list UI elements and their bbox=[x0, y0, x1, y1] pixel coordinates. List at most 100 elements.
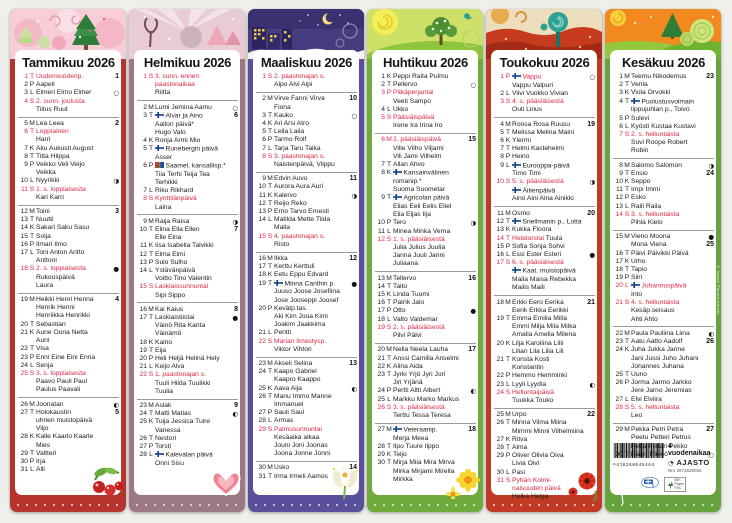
weekday-letter: K bbox=[624, 177, 630, 185]
name-line: Aallon päivä* bbox=[155, 120, 195, 128]
weekday-letter: M bbox=[505, 411, 511, 419]
month-card-helmikuu: Helmikuu 2026 1 S 3. sunn. ennen paastonaika… bbox=[129, 9, 245, 512]
weekday-letter: T bbox=[267, 263, 273, 271]
barcode: 6438260045464 bbox=[613, 443, 665, 468]
day-number: 13 bbox=[496, 226, 504, 234]
month-title: Tammikuu 2026 bbox=[22, 55, 115, 70]
weekday-letter: T bbox=[148, 145, 154, 153]
week-number: 8 bbox=[234, 305, 238, 313]
name-days: Reijo Reko bbox=[274, 200, 347, 208]
weekday-letter: P bbox=[267, 409, 273, 417]
name-line: Asser bbox=[155, 153, 173, 161]
name-days: Helluntaipäivä Tuukka Touko bbox=[512, 389, 585, 405]
weekday-letter: L bbox=[268, 216, 272, 224]
weekday-letter: K bbox=[148, 242, 154, 250]
weekday-letter: M bbox=[267, 175, 273, 183]
day-row-markers: ● 25 bbox=[704, 233, 714, 249]
day-row: 5 M Lea Leea 2 bbox=[18, 116, 119, 129]
weekday-letter: S bbox=[148, 371, 154, 379]
name-days: Holokaustin uhrien muistopäivä Viljo bbox=[36, 409, 109, 434]
day-row: 19 S 2. s. pääsiäisestä Pilvi Pälvi bbox=[375, 324, 476, 340]
name-line: Tuukka Touko bbox=[512, 397, 554, 405]
name-line: Tuija Jessica Tuire bbox=[155, 418, 211, 426]
weekday-letter: T bbox=[148, 346, 154, 354]
name-days: Lumi Jemina Aamu bbox=[155, 104, 228, 112]
weekday-letter: M bbox=[386, 136, 392, 144]
name-line: Kalevalan päivä bbox=[154, 451, 228, 460]
day-number: 1 bbox=[619, 73, 623, 80]
name-line: Tuuli Hilda Tuulikki bbox=[155, 379, 211, 387]
name-line: Senja bbox=[36, 361, 54, 369]
day-number: 27 bbox=[377, 426, 385, 434]
day-row: 29 S Palmusunnuntai Kesäaika alkaa Jouni Jon… bbox=[256, 426, 357, 459]
name-line: Kynttilänpäivä bbox=[155, 195, 197, 203]
weekday-letter: T bbox=[624, 338, 630, 346]
day-number: 16 bbox=[377, 299, 385, 307]
name-days: Sebastian bbox=[36, 321, 109, 329]
name-line: 1. paastonajan s. bbox=[155, 371, 206, 379]
weekday-letter: M bbox=[386, 274, 392, 282]
name-days: Mirja Miia Mira Mirva Mirka Mirjami Mirel… bbox=[393, 459, 466, 484]
name-days: Hemmo Hemminki bbox=[512, 372, 585, 380]
day-row: 12 T Reijo Reko bbox=[256, 200, 357, 208]
weekday-letter: T bbox=[29, 408, 35, 416]
day-number: 8 bbox=[381, 169, 385, 177]
name-line: 3. s. helluntaista bbox=[631, 210, 680, 218]
week-number: 11 bbox=[349, 175, 357, 183]
name-days: Paula Pauliina Liina bbox=[631, 330, 704, 338]
name-line: 2. paastonajan s. bbox=[274, 73, 325, 80]
name-days: Erno Tarvo Ernesti bbox=[274, 208, 347, 216]
moon-phase-icon: ● bbox=[351, 279, 357, 288]
day-row: 3 P Pitkäperjantai Veeti Sampo bbox=[375, 89, 476, 105]
weekday-letter: K bbox=[148, 418, 154, 426]
day-row-markers: ● bbox=[466, 307, 476, 315]
weekday-letter: L bbox=[149, 187, 153, 195]
day-row: 20 M Nella Neela Lauha 17 bbox=[375, 342, 476, 355]
day-number: 8 bbox=[143, 195, 147, 203]
fsc-text: MIX Paper FSC bbox=[675, 478, 684, 490]
day-row: 10 P Tero ◑ bbox=[375, 219, 476, 227]
week-number: 19 bbox=[587, 120, 595, 128]
name-days: Kynttilänpäivä Laina bbox=[155, 195, 228, 211]
weekday-letter: S bbox=[29, 185, 35, 193]
day-number: 9 bbox=[24, 161, 28, 169]
day-number: 2 bbox=[619, 81, 623, 89]
day-number: 4 bbox=[500, 120, 504, 128]
day-row-markers: 18 bbox=[466, 426, 476, 434]
weekday-letter: S bbox=[624, 403, 630, 411]
weekday-letter: T bbox=[386, 81, 392, 89]
name-days: Alli bbox=[36, 466, 109, 474]
weekday-letter: T bbox=[29, 128, 35, 136]
name-line: Rukouspäivä bbox=[36, 273, 75, 281]
day-number: 22 bbox=[615, 329, 623, 337]
weekday-letter: S bbox=[148, 73, 154, 80]
day-number: 28 bbox=[377, 443, 385, 451]
name-line: 3. s. loppiaisesta bbox=[36, 369, 86, 377]
name-days: Pertti Altti Albert bbox=[393, 387, 466, 395]
day-number: 13 bbox=[377, 274, 385, 282]
fsc-name-label: FSC bbox=[674, 486, 682, 490]
name-line: Irma Irmeli Aamos bbox=[274, 472, 328, 480]
name-days: Heino bbox=[512, 153, 585, 161]
day-row-markers: 27 bbox=[704, 426, 714, 434]
name-line: Roosa Rosa Ruusu bbox=[512, 120, 570, 128]
moon-phase-icon: ◑ bbox=[470, 219, 476, 228]
day-row: 6 P Saamel. kansallisp.* Tiia Terhi Teija T… bbox=[137, 162, 238, 187]
day-row-markers: 4 bbox=[109, 296, 119, 304]
day-number: 25 bbox=[496, 411, 504, 419]
day-number: 26 bbox=[496, 419, 504, 427]
poppy-flowers-icon bbox=[566, 469, 600, 506]
footer-right: 4 vuodenaikaa ◔ AJASTO Nro 2671629026 bbox=[668, 443, 714, 473]
weekday-letter: S bbox=[386, 235, 392, 243]
name-days: Seppo bbox=[631, 178, 704, 186]
weekday-letter: T bbox=[267, 279, 273, 287]
day-row: 5 S Pääsiäispäivä Irene Ira Irina Iro bbox=[375, 114, 476, 130]
day-number: 11 bbox=[21, 185, 28, 193]
day-row: 10 K Seppo bbox=[613, 178, 714, 186]
name-line: Ritva bbox=[512, 435, 528, 443]
name-line: lippujuhlan p., Toivo bbox=[631, 106, 690, 114]
day-number: 5 bbox=[381, 114, 385, 122]
name-line: Virve Fanni Virva bbox=[274, 95, 325, 103]
day-row-markers: ◑ bbox=[466, 219, 476, 227]
name-days: Päivö Päiviö bbox=[631, 451, 704, 459]
